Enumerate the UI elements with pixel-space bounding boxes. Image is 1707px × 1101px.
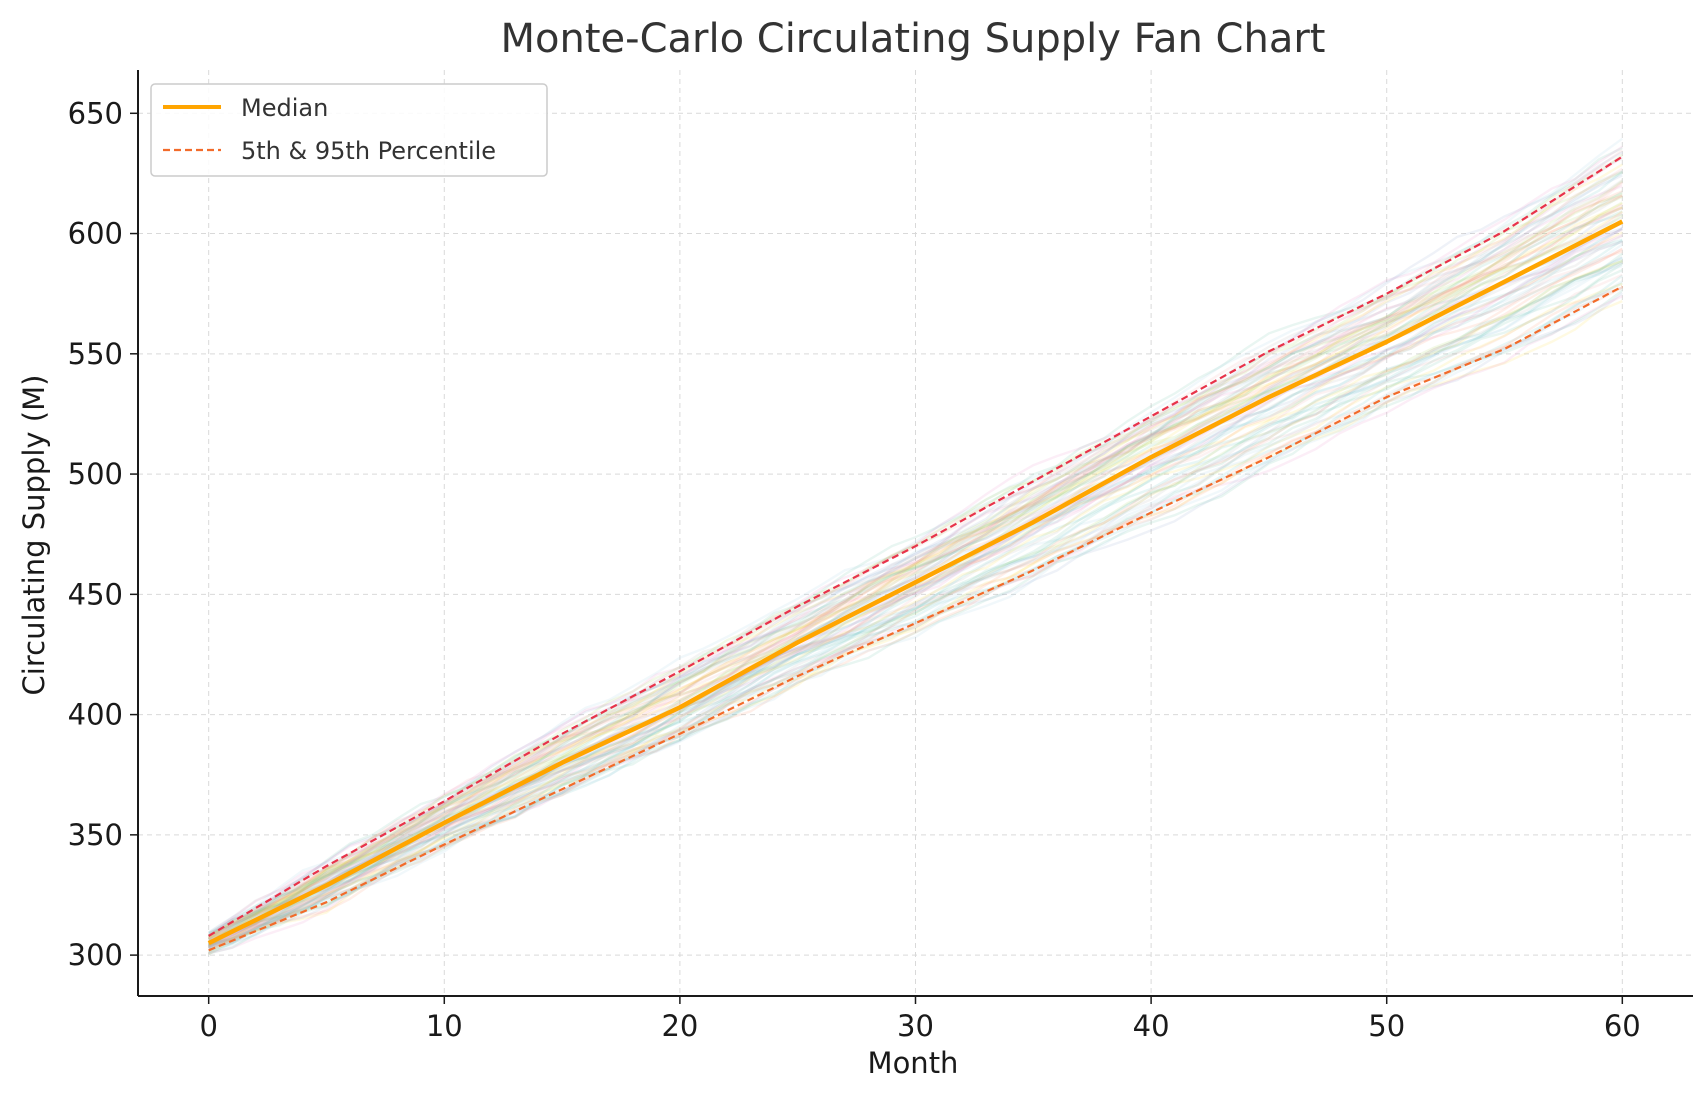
simulation-path bbox=[208, 292, 1624, 948]
simulation-path bbox=[208, 172, 1623, 934]
simulation-path bbox=[208, 206, 1623, 949]
series-lines bbox=[207, 155, 1624, 952]
simulation-path bbox=[208, 233, 1623, 947]
simulation-path bbox=[208, 179, 1623, 934]
simulation-path bbox=[207, 180, 1624, 941]
grid bbox=[138, 70, 1693, 996]
simulation-path bbox=[208, 163, 1623, 939]
y-axis-label: Circulating Supply (M) bbox=[17, 375, 51, 696]
p95-line bbox=[208, 155, 1623, 937]
simulation-path bbox=[208, 280, 1623, 949]
simulation-path bbox=[208, 206, 1623, 943]
simulation-path bbox=[208, 174, 1623, 938]
simulation-path bbox=[208, 222, 1623, 943]
simulation-path bbox=[208, 167, 1623, 943]
simulation-path bbox=[208, 262, 1623, 955]
simulation-path bbox=[207, 190, 1623, 945]
x-tick-label: 0 bbox=[199, 1009, 217, 1043]
simulation-path bbox=[208, 194, 1623, 947]
simulation-path bbox=[208, 191, 1623, 937]
simulation-path bbox=[208, 228, 1623, 947]
simulation-path bbox=[208, 240, 1623, 948]
y-tick-label: 450 bbox=[68, 577, 123, 611]
simulation-path bbox=[208, 149, 1624, 937]
y-tick-label: 550 bbox=[68, 337, 123, 371]
simulation-path bbox=[208, 247, 1623, 949]
y-tick-label: 300 bbox=[68, 938, 123, 972]
x-tick-label: 10 bbox=[426, 1009, 463, 1043]
simulation-path bbox=[208, 228, 1623, 948]
simulation-paths bbox=[207, 137, 1624, 956]
y-tick-label: 650 bbox=[68, 96, 123, 130]
simulation-path bbox=[208, 259, 1623, 947]
x-tick-label: 60 bbox=[1604, 1009, 1641, 1043]
simulation-path bbox=[208, 295, 1623, 955]
simulation-path bbox=[208, 250, 1623, 946]
simulation-path bbox=[208, 260, 1623, 953]
legend: Median 5th & 95th Percentile bbox=[150, 83, 548, 177]
y-tick-label: 600 bbox=[68, 217, 123, 251]
simulation-path bbox=[207, 181, 1624, 942]
simulation-path bbox=[208, 206, 1623, 944]
x-tick-label: 50 bbox=[1368, 1009, 1405, 1043]
simulation-path bbox=[208, 171, 1623, 938]
simulation-path bbox=[207, 181, 1623, 944]
legend-percentile-label: 5th & 95th Percentile bbox=[241, 137, 496, 165]
simulation-path bbox=[208, 256, 1623, 948]
x-tick-label: 20 bbox=[661, 1009, 698, 1043]
simulation-path bbox=[208, 264, 1623, 954]
simulation-path bbox=[208, 156, 1623, 938]
simulation-path bbox=[208, 259, 1623, 945]
simulation-path bbox=[208, 203, 1623, 938]
legend-frame bbox=[150, 83, 548, 177]
simulation-path bbox=[208, 213, 1624, 941]
simulation-path bbox=[208, 195, 1623, 938]
chart-title: Monte-Carlo Circulating Supply Fan Chart bbox=[501, 16, 1326, 62]
simulation-path bbox=[208, 299, 1623, 956]
y-tick-label: 350 bbox=[68, 818, 123, 852]
simulation-path bbox=[208, 157, 1623, 940]
simulation-path bbox=[208, 252, 1624, 946]
y-tick-label: 500 bbox=[68, 457, 123, 491]
legend-median-label: Median bbox=[241, 94, 328, 122]
simulation-path bbox=[208, 146, 1623, 935]
simulation-path bbox=[208, 205, 1623, 937]
x-axis-label: Month bbox=[868, 1046, 959, 1080]
x-tick-label: 40 bbox=[1133, 1009, 1170, 1043]
y-tick-label: 400 bbox=[68, 698, 123, 732]
simulation-path bbox=[208, 137, 1624, 934]
simulation-path bbox=[208, 261, 1623, 954]
simulation-path bbox=[208, 243, 1623, 950]
simulation-path bbox=[208, 289, 1624, 953]
simulation-path bbox=[208, 151, 1623, 941]
simulation-path bbox=[208, 269, 1623, 945]
median-line bbox=[207, 219, 1624, 946]
simulation-path bbox=[208, 256, 1623, 945]
simulation-path bbox=[208, 261, 1623, 949]
simulation-path bbox=[208, 247, 1623, 947]
simulation-path bbox=[208, 202, 1623, 940]
x-tick-label: 30 bbox=[897, 1009, 934, 1043]
p5-line bbox=[208, 285, 1623, 952]
simulation-path bbox=[208, 145, 1623, 936]
simulation-path bbox=[208, 274, 1624, 950]
simulation-path bbox=[208, 170, 1624, 935]
simulation-path bbox=[208, 184, 1623, 941]
simulation-path bbox=[208, 194, 1623, 940]
simulation-path bbox=[208, 273, 1623, 951]
tick-labels: 0 10 20 30 40 50 60 300 350 400 450 500 550 600 650 bbox=[68, 96, 1641, 1043]
simulation-path bbox=[208, 170, 1623, 945]
simulation-path bbox=[208, 286, 1623, 953]
